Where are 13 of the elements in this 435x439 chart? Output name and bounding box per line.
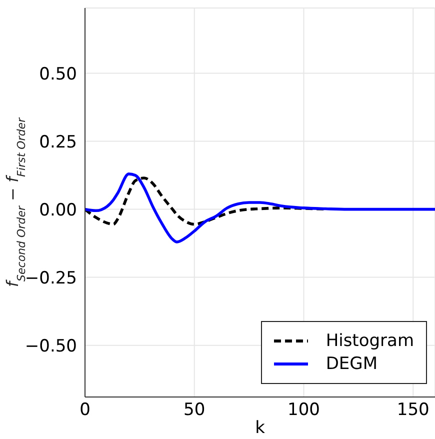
legend-label: DEGM bbox=[326, 354, 378, 374]
y-tick-label: 0.00 bbox=[39, 200, 77, 220]
y-tick-label: 0.50 bbox=[39, 64, 77, 84]
line-series bbox=[85, 172, 435, 244]
y-tick-label: −0.50 bbox=[24, 336, 77, 356]
x-axis-title: k bbox=[255, 418, 266, 438]
x-tick-label: 150 bbox=[396, 400, 430, 420]
legend-label: Histogram bbox=[326, 331, 414, 351]
x-tick-label: 0 bbox=[80, 400, 90, 420]
x-tick-label: 100 bbox=[288, 400, 320, 420]
y-tick-label: 0.25 bbox=[39, 132, 77, 152]
y-tick-label: −0.25 bbox=[24, 268, 77, 288]
x-tick-label: 50 bbox=[184, 400, 206, 420]
